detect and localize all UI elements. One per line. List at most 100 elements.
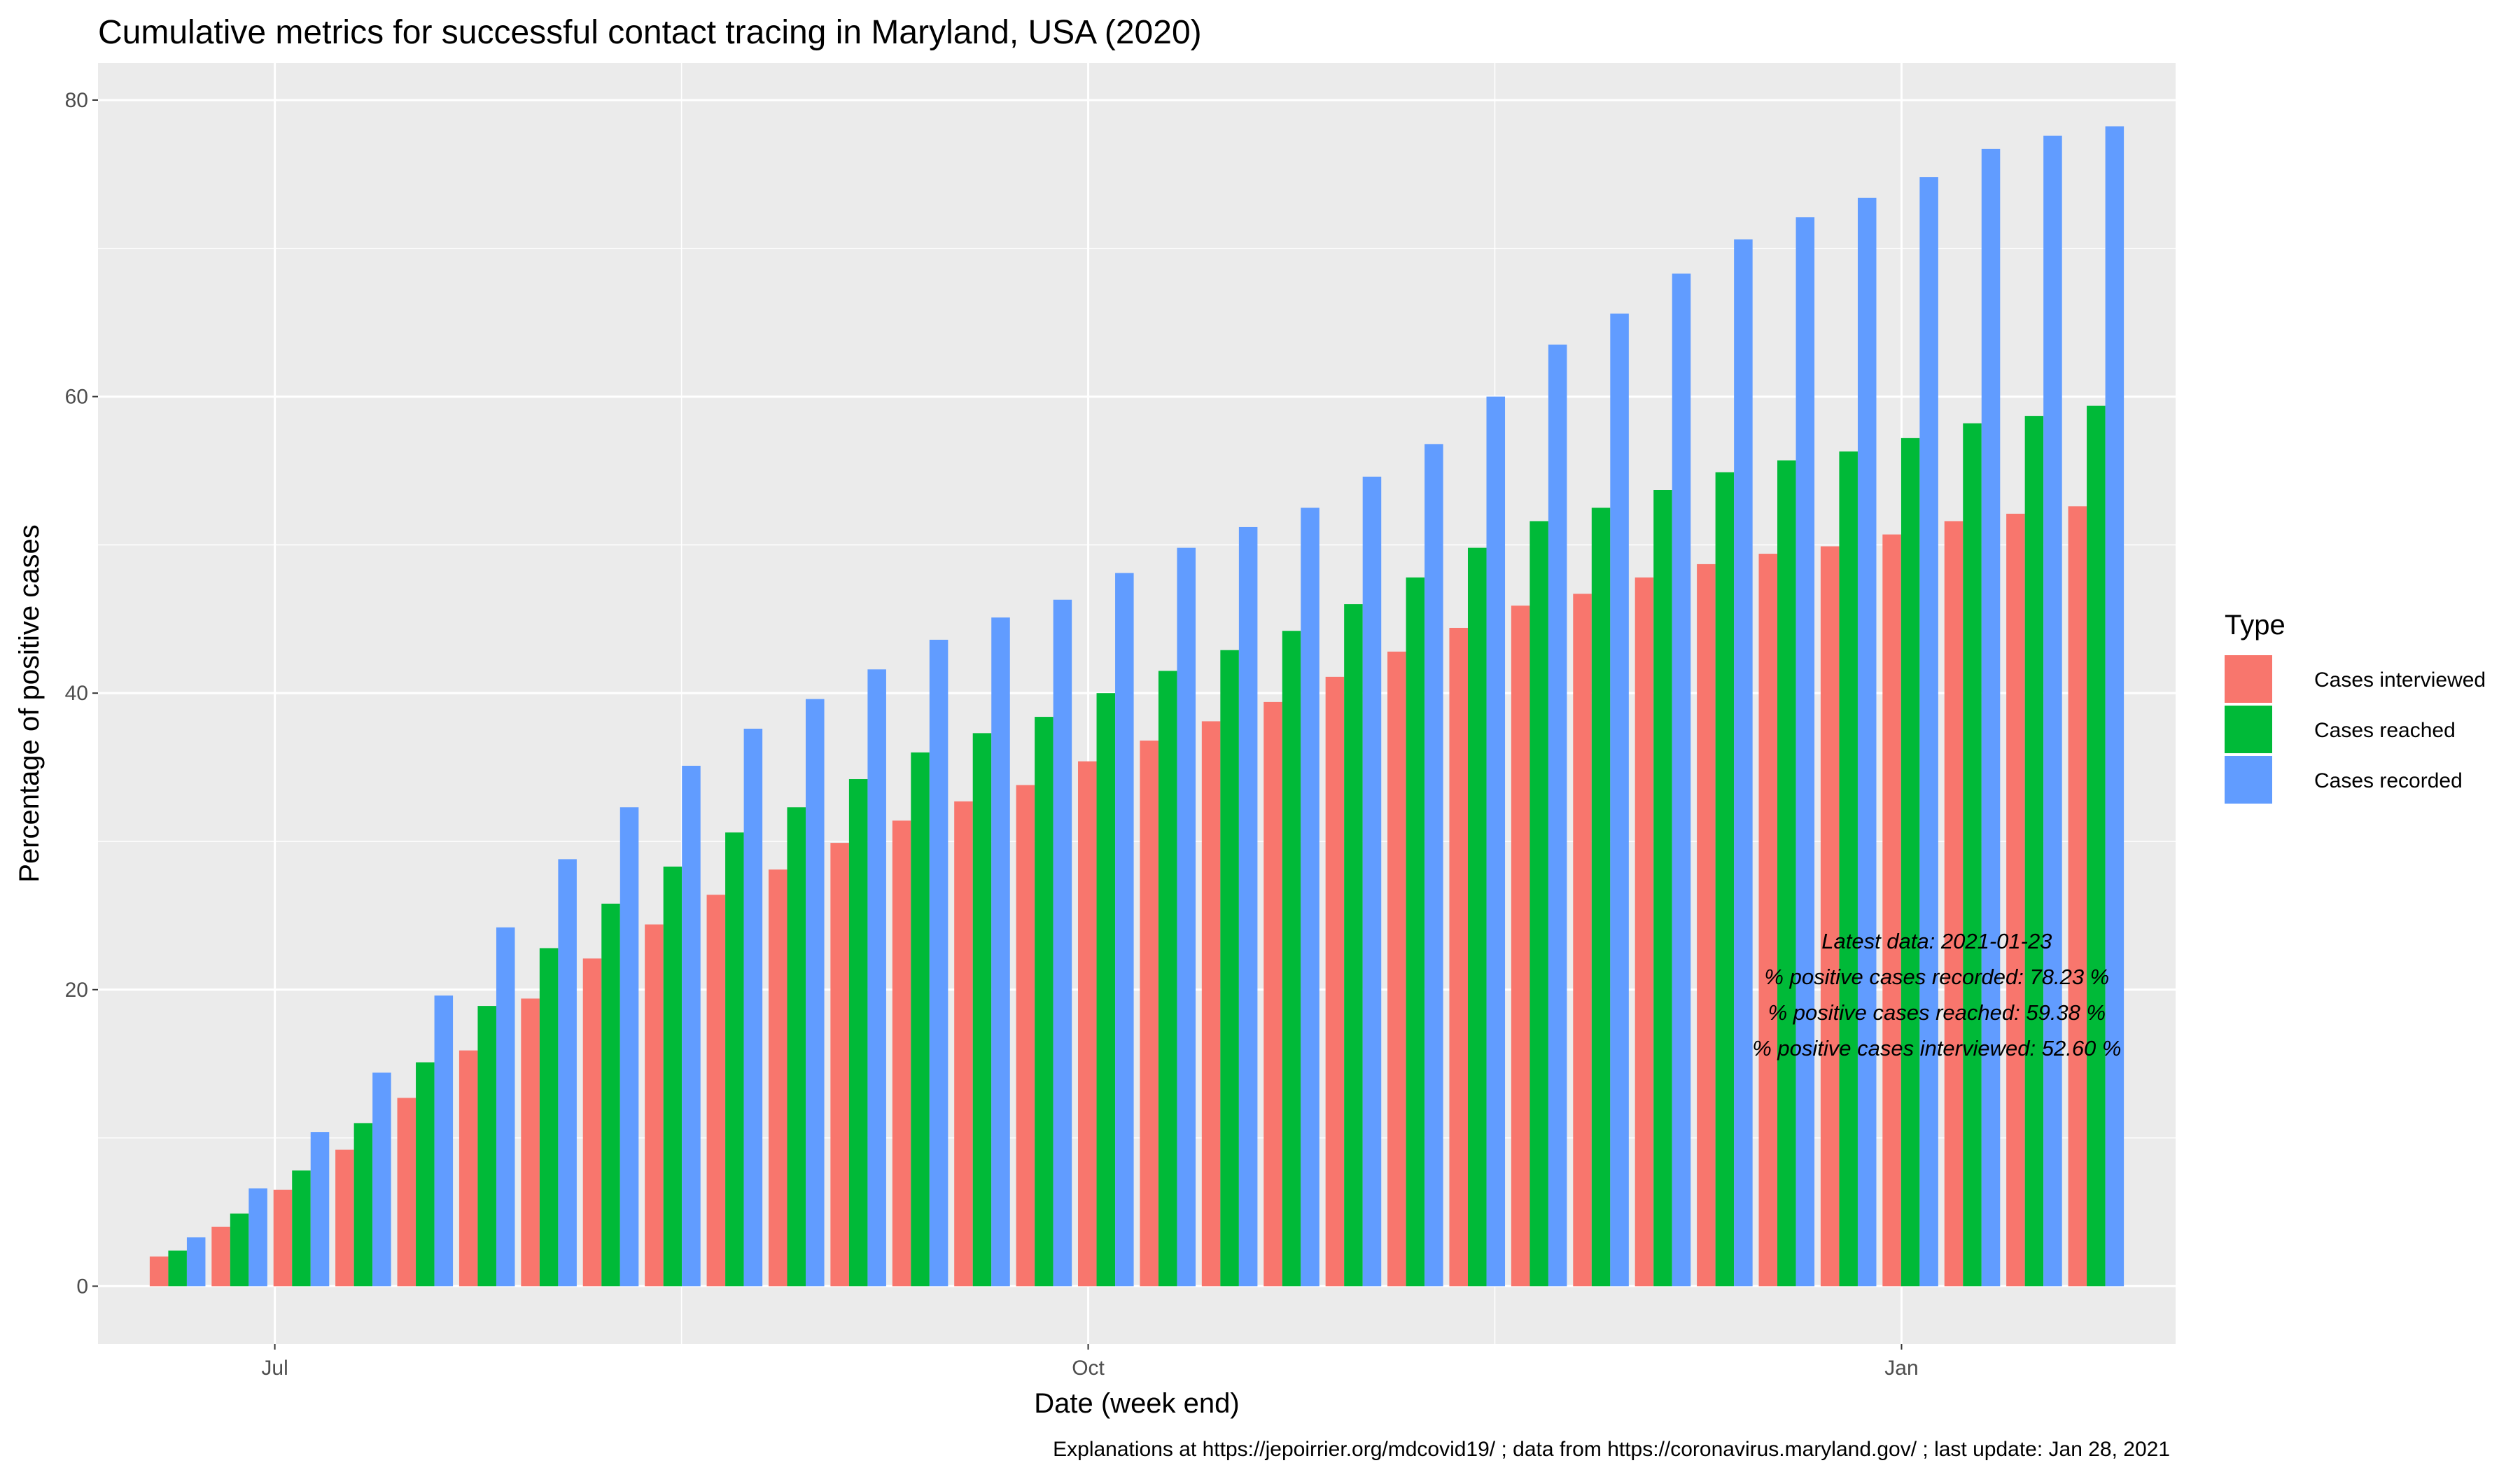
bar-cases-recorded — [867, 669, 886, 1287]
annotation-line: % positive cases recorded: 78.23 % — [1764, 965, 2109, 989]
bar-cases-recorded — [310, 1132, 330, 1287]
bar-cases-recorded — [248, 1188, 267, 1287]
bar-cases-interviewed — [830, 843, 849, 1287]
bar-cases-interviewed — [954, 801, 973, 1287]
bar-cases-interviewed — [1944, 521, 1963, 1287]
bar-cases-interviewed — [273, 1189, 293, 1287]
legend-title: Type — [2225, 610, 2286, 640]
bar-cases-reached — [2087, 405, 2106, 1287]
chart-title: Cumulative metrics for successful contac… — [98, 14, 1202, 51]
bar-cases-interviewed — [335, 1149, 354, 1287]
bar-cases-reached — [539, 948, 559, 1287]
bar-cases-reached — [1963, 423, 1982, 1287]
bar-cases-interviewed — [1634, 577, 1654, 1287]
bar-cases-reached — [1282, 631, 1301, 1287]
legend-label: Cases interviewed — [2314, 668, 2486, 692]
bar-cases-interviewed — [1449, 627, 1468, 1287]
bar-cases-reached — [1653, 490, 1672, 1287]
bar-cases-interviewed — [397, 1098, 416, 1287]
bar-cases-interviewed — [768, 869, 788, 1287]
legend-swatch — [2225, 706, 2272, 753]
bar-cases-recorded — [1857, 197, 1877, 1287]
bar-cases-reached — [1344, 604, 1363, 1287]
bar-cases-reached — [1158, 671, 1177, 1287]
bar-cases-reached — [477, 1006, 496, 1287]
bar-cases-recorded — [1795, 217, 1815, 1287]
y-axis-title: Percentage of positive cases — [14, 524, 45, 882]
bar-cases-reached — [1777, 460, 1796, 1287]
legend-swatch — [2225, 655, 2272, 703]
bars — [149, 126, 2124, 1287]
bar-cases-recorded — [2043, 135, 2062, 1287]
bar-cases-reached — [848, 779, 868, 1287]
bar-cases-reached — [1715, 472, 1735, 1287]
bar-cases-recorded — [434, 995, 454, 1287]
bar-cases-reached — [1591, 507, 1611, 1287]
bar-cases-recorded — [929, 639, 948, 1287]
x-axis-title: Date (week end) — [1034, 1388, 1239, 1419]
annotation-line: % positive cases reached: 59.38 % — [1768, 1000, 2106, 1025]
bar-cases-reached — [787, 807, 806, 1287]
bar-cases-reached — [1406, 577, 1425, 1287]
bar-cases-recorded — [186, 1237, 206, 1287]
bar-cases-interviewed — [1573, 594, 1592, 1287]
bar-cases-recorded — [1238, 526, 1258, 1287]
x-tick-label: Jul — [261, 1357, 288, 1380]
bar-cases-reached — [1035, 717, 1054, 1287]
bar-cases-reached — [972, 733, 992, 1287]
y-tick-label: 60 — [65, 386, 88, 409]
bar-cases-interviewed — [2006, 513, 2025, 1287]
bar-cases-interviewed — [149, 1256, 169, 1287]
bar-cases-interviewed — [2068, 506, 2087, 1287]
legend-label: Cases recorded — [2314, 769, 2463, 792]
bar-cases-reached — [1530, 521, 1548, 1287]
bar-cases-reached — [601, 903, 620, 1287]
legend: Type Cases interviewed Cases reached Cases… — [2225, 610, 2486, 804]
x-tick-label: Jan — [1884, 1357, 1918, 1380]
bar-cases-interviewed — [211, 1226, 230, 1287]
annotation-line: Latest data: 2021-01-23 — [1821, 929, 2052, 953]
bar-cases-interviewed — [521, 998, 540, 1287]
bar-cases-recorded — [1919, 177, 1938, 1287]
bar-cases-interviewed — [1758, 554, 1778, 1287]
summary-annotation: Latest data: 2021-01-23 % positive cases … — [1752, 929, 2121, 1060]
bar-cases-interviewed — [1078, 761, 1097, 1287]
bar-cases-interviewed — [582, 958, 602, 1287]
bar-cases-recorded — [1301, 507, 1320, 1287]
bar-cases-recorded — [620, 807, 639, 1287]
bar-cases-recorded — [682, 765, 701, 1287]
bar-cases-reached — [1467, 547, 1487, 1287]
bar-cases-recorded — [1672, 273, 1691, 1287]
bar-cases-recorded — [1734, 239, 1753, 1287]
bar-cases-interviewed — [458, 1050, 478, 1287]
bar-cases-interviewed — [706, 895, 726, 1287]
bar-cases-reached — [168, 1250, 187, 1287]
bar-cases-recorded — [1115, 573, 1134, 1287]
bar-cases-interviewed — [1201, 721, 1221, 1287]
y-tick-label: 0 — [76, 1275, 88, 1298]
bar-cases-recorded — [806, 699, 825, 1287]
bar-cases-recorded — [1053, 599, 1072, 1287]
annotation-line: % positive cases interviewed: 52.60 % — [1752, 1036, 2121, 1060]
bar-cases-interviewed — [1016, 785, 1035, 1287]
legend-swatch — [2225, 756, 2272, 804]
bar-cases-reached — [1220, 650, 1239, 1287]
bar-cases-recorded — [1486, 396, 1506, 1287]
bar-cases-recorded — [1177, 547, 1196, 1287]
bar-cases-reached — [663, 866, 682, 1287]
bar-cases-reached — [911, 752, 930, 1287]
legend-label: Cases reached — [2314, 719, 2456, 742]
y-tick-label: 40 — [65, 682, 88, 705]
bar-cases-recorded — [1362, 476, 1382, 1287]
bar-cases-recorded — [743, 729, 763, 1287]
bar-cases-reached — [292, 1170, 311, 1287]
bar-cases-recorded — [991, 617, 1010, 1287]
bar-cases-recorded — [496, 927, 515, 1287]
bar-cases-interviewed — [1882, 534, 1901, 1287]
bar-cases-interviewed — [1697, 564, 1716, 1287]
bar-cases-interviewed — [1387, 651, 1406, 1287]
bar-cases-reached — [230, 1213, 249, 1287]
caption: Explanations at https://jepoirrier.org/m… — [1053, 1438, 2170, 1461]
bar-cases-reached — [416, 1062, 435, 1287]
